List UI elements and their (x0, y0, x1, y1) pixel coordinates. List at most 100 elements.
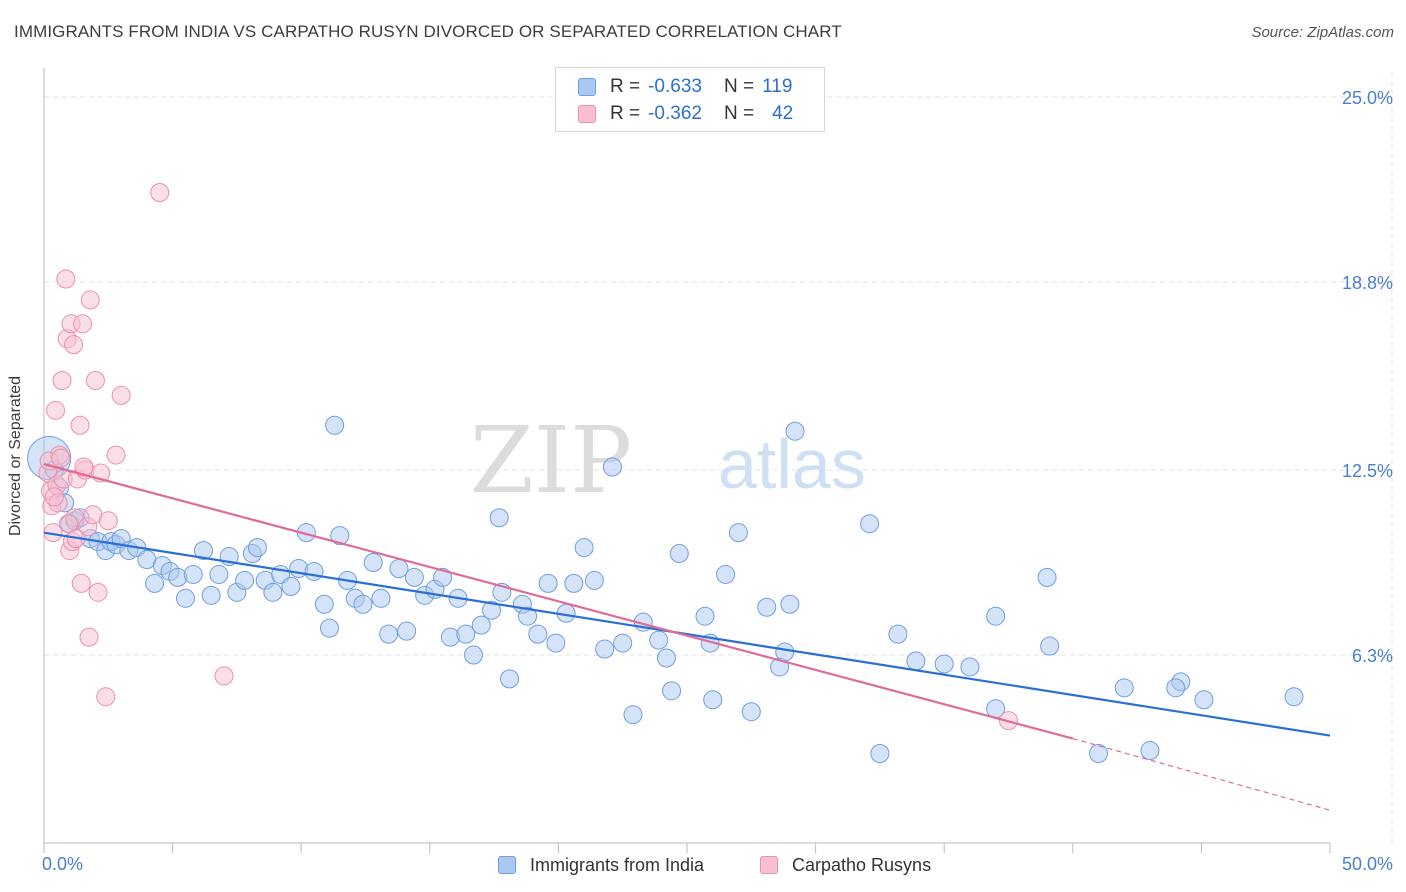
bottom-legend-india: Immigrants from India (498, 852, 704, 878)
data-point-india (404, 567, 424, 587)
data-point-india (518, 606, 538, 626)
data-point-india (433, 567, 453, 587)
data-point-india (482, 600, 502, 620)
y-tick-label: 12.5% (1342, 461, 1393, 481)
legend-row-india: R = -0.633 N = 119 (578, 74, 792, 100)
data-point-india (145, 573, 165, 593)
data-point-india (934, 654, 954, 674)
data-point-india (471, 615, 491, 635)
data-point-rusyn (96, 687, 116, 707)
legend-r-label: R = (610, 76, 641, 97)
bottom-legend-label-rusyn: Carpatho Rusyns (792, 854, 932, 875)
x-tick-label: 0.0% (42, 854, 83, 874)
data-point-india (574, 538, 594, 558)
data-point-india (613, 633, 633, 653)
data-point-rusyn (214, 666, 234, 686)
data-point-india (168, 567, 188, 587)
y-tick-label: 6.3% (1352, 646, 1393, 666)
data-point-india (440, 627, 460, 647)
data-point-rusyn (88, 582, 108, 602)
data-point-india (870, 743, 890, 763)
data-point-india (656, 648, 676, 668)
data-point-india (695, 606, 715, 626)
data-point-india (888, 624, 908, 644)
data-point-india (193, 541, 213, 561)
legend-swatch-rusyn (578, 105, 596, 123)
data-point-india (1140, 740, 1160, 760)
data-point-india (669, 544, 689, 564)
data-point-rusyn (79, 627, 99, 647)
data-point-india (209, 564, 229, 584)
data-point-india (235, 570, 255, 590)
data-point-india (538, 573, 558, 593)
data-point-india (662, 681, 682, 701)
data-point-india (986, 606, 1006, 626)
trend-line-india (43, 531, 1331, 737)
x-tick-labels: 0.0% 50.0% (42, 854, 1393, 874)
data-point-india (728, 523, 748, 543)
bottom-legend-swatch-rusyn (760, 856, 778, 874)
x-tick-label: 50.0% (1342, 854, 1393, 874)
data-point-india (775, 642, 795, 662)
legend-swatch-india (578, 78, 596, 96)
watermark-zip: ZIP (470, 407, 632, 514)
data-point-india (741, 702, 761, 722)
data-point-rusyn (52, 370, 72, 390)
data-point-rusyn (74, 457, 94, 477)
data-point-india (780, 594, 800, 614)
bottom-legend-rusyn: Carpatho Rusyns (760, 852, 931, 878)
data-point-rusyn (85, 370, 105, 390)
legend-n-label: N = (723, 103, 755, 124)
data-point-india (860, 514, 880, 534)
data-point-india (564, 573, 584, 593)
legend-row-rusyn: R = -0.362 N = 42 (578, 101, 793, 127)
data-point-india (379, 624, 399, 644)
legend-n-label: N = (723, 76, 755, 97)
bottom-legend-label-india: Immigrants from India (530, 854, 705, 875)
data-point-india (489, 508, 509, 528)
legend-n-value-india: 119 (762, 76, 793, 97)
data-point-india (464, 645, 484, 665)
data-point-india (584, 570, 604, 590)
data-point-india (703, 690, 723, 710)
data-point-india (175, 588, 195, 608)
correlation-legend: R = -0.633 N = 119 R = -0.362 N = 42 (555, 67, 825, 132)
data-point-india (325, 415, 345, 435)
data-point-india (314, 594, 334, 614)
data-point-rusyn (71, 573, 91, 593)
source-credit: Source: ZipAtlas.com (1251, 24, 1394, 41)
data-point-rusyn (106, 445, 126, 465)
data-point-rusyn (51, 448, 71, 468)
data-point-rusyn (111, 385, 131, 405)
data-point-india (1284, 687, 1304, 707)
data-point-rusyn (80, 290, 100, 310)
y-tick-label: 25.0% (1342, 88, 1393, 108)
data-point-india (785, 421, 805, 441)
data-point-india (304, 561, 324, 581)
data-point-india (183, 564, 203, 584)
y-tick-label: 18.8% (1342, 273, 1393, 293)
data-point-india (1040, 636, 1060, 656)
y-tick-labels: 6.3% 12.5% 18.8% 25.0% (1342, 88, 1393, 666)
data-point-rusyn (44, 487, 64, 507)
data-point-rusyn (98, 511, 118, 531)
data-point-india (649, 630, 669, 650)
series-india-points (27, 415, 1304, 763)
data-point-india (397, 621, 417, 641)
data-point-india (500, 669, 520, 689)
data-point-rusyn (70, 415, 90, 435)
data-point-india (319, 618, 339, 638)
data-point-india (389, 558, 409, 578)
gridlines (44, 72, 1393, 843)
data-point-rusyn (46, 400, 66, 420)
data-point-india (456, 624, 476, 644)
data-point-india (353, 594, 373, 614)
chart-title: IMMIGRANTS FROM INDIA VS CARPATHO RUSYN … (14, 22, 842, 41)
data-point-india (263, 582, 283, 602)
data-point-india (371, 588, 391, 608)
axes (43, 68, 1331, 853)
bottom-legend-swatch-india (498, 856, 516, 874)
trend-lines (43, 462, 1331, 811)
data-point-rusyn (150, 182, 170, 202)
